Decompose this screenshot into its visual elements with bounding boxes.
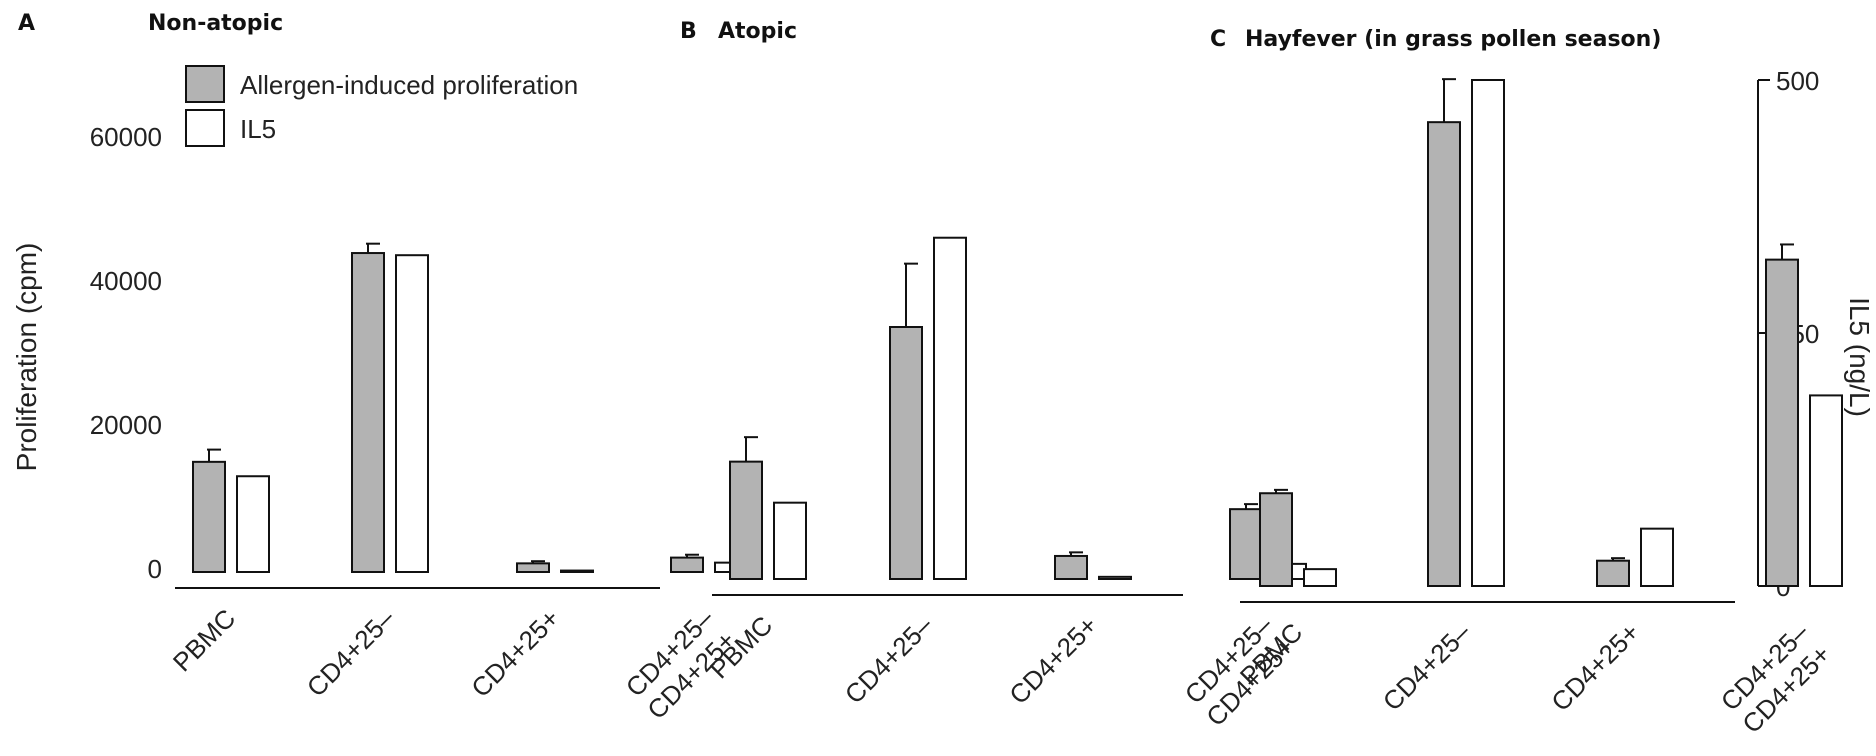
y-tick-label: 20000	[90, 410, 162, 440]
y-tick-label: 40000	[90, 266, 162, 296]
y2-axis-title: IL5 (ng/L)	[1844, 297, 1875, 417]
category-label: CD4+25+	[1003, 610, 1103, 710]
legend: Allergen-induced proliferation IL5	[185, 65, 578, 147]
legend-swatch-proliferation	[185, 65, 225, 103]
legend-label-proliferation: Allergen-induced proliferation	[240, 70, 578, 100]
panel-a-title: Non-atopic	[148, 11, 283, 36]
bar-proliferation	[516, 562, 550, 573]
bar-il5	[560, 569, 594, 573]
bar-il5	[1098, 575, 1132, 581]
bars-layer: PBMC CD4+25– CD4+25+ CD4+25–CD4+25+PBMC CD4+…	[167, 78, 1843, 739]
panel-b-letter: B	[680, 19, 697, 44]
bar-proliferation	[192, 460, 226, 573]
panel-c-letter: C	[1210, 27, 1226, 52]
bar-proliferation	[729, 460, 763, 581]
legend-swatch-il5	[185, 109, 225, 147]
bar-proliferation	[1229, 508, 1263, 580]
category-label: CD4+25–	[1377, 617, 1477, 717]
bar-il5	[395, 254, 429, 573]
category-label: CD4+25–	[839, 610, 939, 710]
bar-il5	[1640, 527, 1674, 587]
bar-il5	[1303, 568, 1337, 588]
legend-label-il5: IL5	[240, 114, 276, 144]
bar-proliferation	[1259, 492, 1293, 588]
bar-proliferation	[1596, 559, 1630, 588]
bar-proliferation	[351, 252, 385, 573]
category-label: CD4+25+	[465, 603, 565, 703]
bar-il5	[1809, 394, 1843, 588]
category-label: CD4+25+	[1545, 617, 1645, 717]
y2-tick-label: 500	[1776, 66, 1819, 96]
category-label: PBMC	[167, 603, 241, 677]
bar-il5	[773, 501, 807, 580]
panel-c-title: Hayfever (in grass pollen season)	[1245, 27, 1661, 52]
panel-a-letter: A	[18, 11, 35, 36]
panel-b-title: Atopic	[718, 19, 797, 44]
bar-il5	[933, 236, 967, 580]
bar-il5	[1471, 79, 1505, 587]
y-tick-label: 0	[148, 554, 162, 584]
y-axis-title: Proliferation (cpm)	[11, 243, 42, 472]
bar-proliferation	[889, 326, 923, 580]
category-label: CD4+25–	[301, 603, 401, 703]
bar-proliferation	[1427, 121, 1461, 588]
bar-proliferation	[1765, 258, 1799, 587]
y-tick-label: 60000	[90, 122, 162, 152]
bar-il5	[236, 475, 270, 573]
bar-proliferation	[1054, 554, 1088, 581]
y-axis-left: 0 20000 40000 60000 Proliferation (cpm)	[11, 122, 162, 584]
bar-proliferation	[670, 556, 704, 573]
